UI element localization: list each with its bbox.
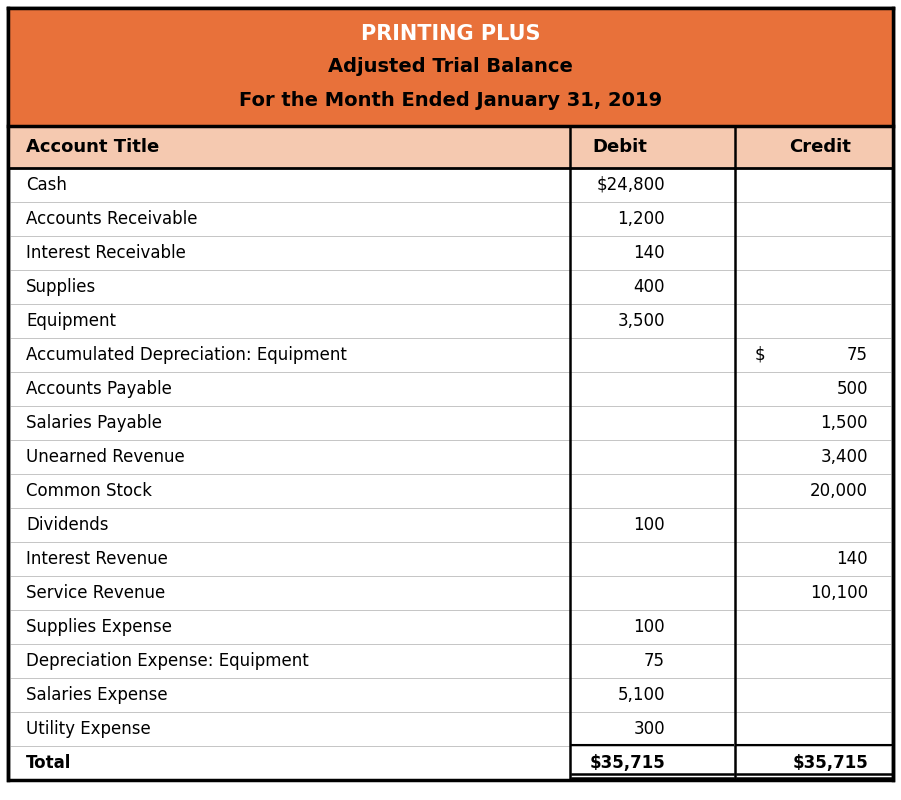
Text: 3,400: 3,400	[821, 448, 868, 466]
Text: 1,200: 1,200	[617, 210, 665, 228]
Text: 3,500: 3,500	[617, 312, 665, 330]
Text: Equipment: Equipment	[26, 312, 116, 330]
Text: Adjusted Trial Balance: Adjusted Trial Balance	[328, 58, 573, 77]
Text: 100: 100	[633, 618, 665, 636]
Text: Depreciation Expense: Equipment: Depreciation Expense: Equipment	[26, 652, 309, 670]
Text: Cash: Cash	[26, 176, 67, 194]
Text: Accounts Payable: Accounts Payable	[26, 380, 172, 398]
Text: $35,715: $35,715	[589, 754, 665, 772]
Text: Interest Revenue: Interest Revenue	[26, 550, 168, 568]
Text: Supplies Expense: Supplies Expense	[26, 618, 172, 636]
Text: Unearned Revenue: Unearned Revenue	[26, 448, 185, 466]
Text: For the Month Ended January 31, 2019: For the Month Ended January 31, 2019	[239, 90, 662, 110]
Text: Salaries Payable: Salaries Payable	[26, 414, 162, 432]
Text: Total: Total	[26, 754, 71, 772]
Text: Debit: Debit	[593, 138, 648, 156]
Text: PRINTING PLUS: PRINTING PLUS	[360, 24, 541, 44]
Text: Salaries Expense: Salaries Expense	[26, 686, 168, 704]
Text: 75: 75	[644, 652, 665, 670]
Text: 140: 140	[836, 550, 868, 568]
Text: 5,100: 5,100	[617, 686, 665, 704]
Text: $: $	[755, 346, 766, 364]
Text: Service Revenue: Service Revenue	[26, 584, 165, 602]
Text: 140: 140	[633, 244, 665, 262]
Text: 20,000: 20,000	[810, 482, 868, 500]
Text: 500: 500	[836, 380, 868, 398]
Bar	[8, 126, 893, 168]
Text: Credit: Credit	[789, 138, 851, 156]
Text: Dividends: Dividends	[26, 516, 108, 534]
Text: 10,100: 10,100	[810, 584, 868, 602]
Text: 300: 300	[633, 720, 665, 738]
Text: $24,800: $24,800	[596, 176, 665, 194]
Text: Accounts Receivable: Accounts Receivable	[26, 210, 197, 228]
Text: 400: 400	[633, 278, 665, 296]
Text: Account Title: Account Title	[26, 138, 159, 156]
Text: 75: 75	[847, 346, 868, 364]
Text: Utility Expense: Utility Expense	[26, 720, 150, 738]
Text: Interest Receivable: Interest Receivable	[26, 244, 186, 262]
Text: 100: 100	[633, 516, 665, 534]
Text: $35,715: $35,715	[792, 754, 868, 772]
Bar	[8, 8, 893, 126]
Text: Common Stock: Common Stock	[26, 482, 152, 500]
Text: 1,500: 1,500	[821, 414, 868, 432]
Text: Accumulated Depreciation: Equipment: Accumulated Depreciation: Equipment	[26, 346, 347, 364]
Text: Supplies: Supplies	[26, 278, 96, 296]
